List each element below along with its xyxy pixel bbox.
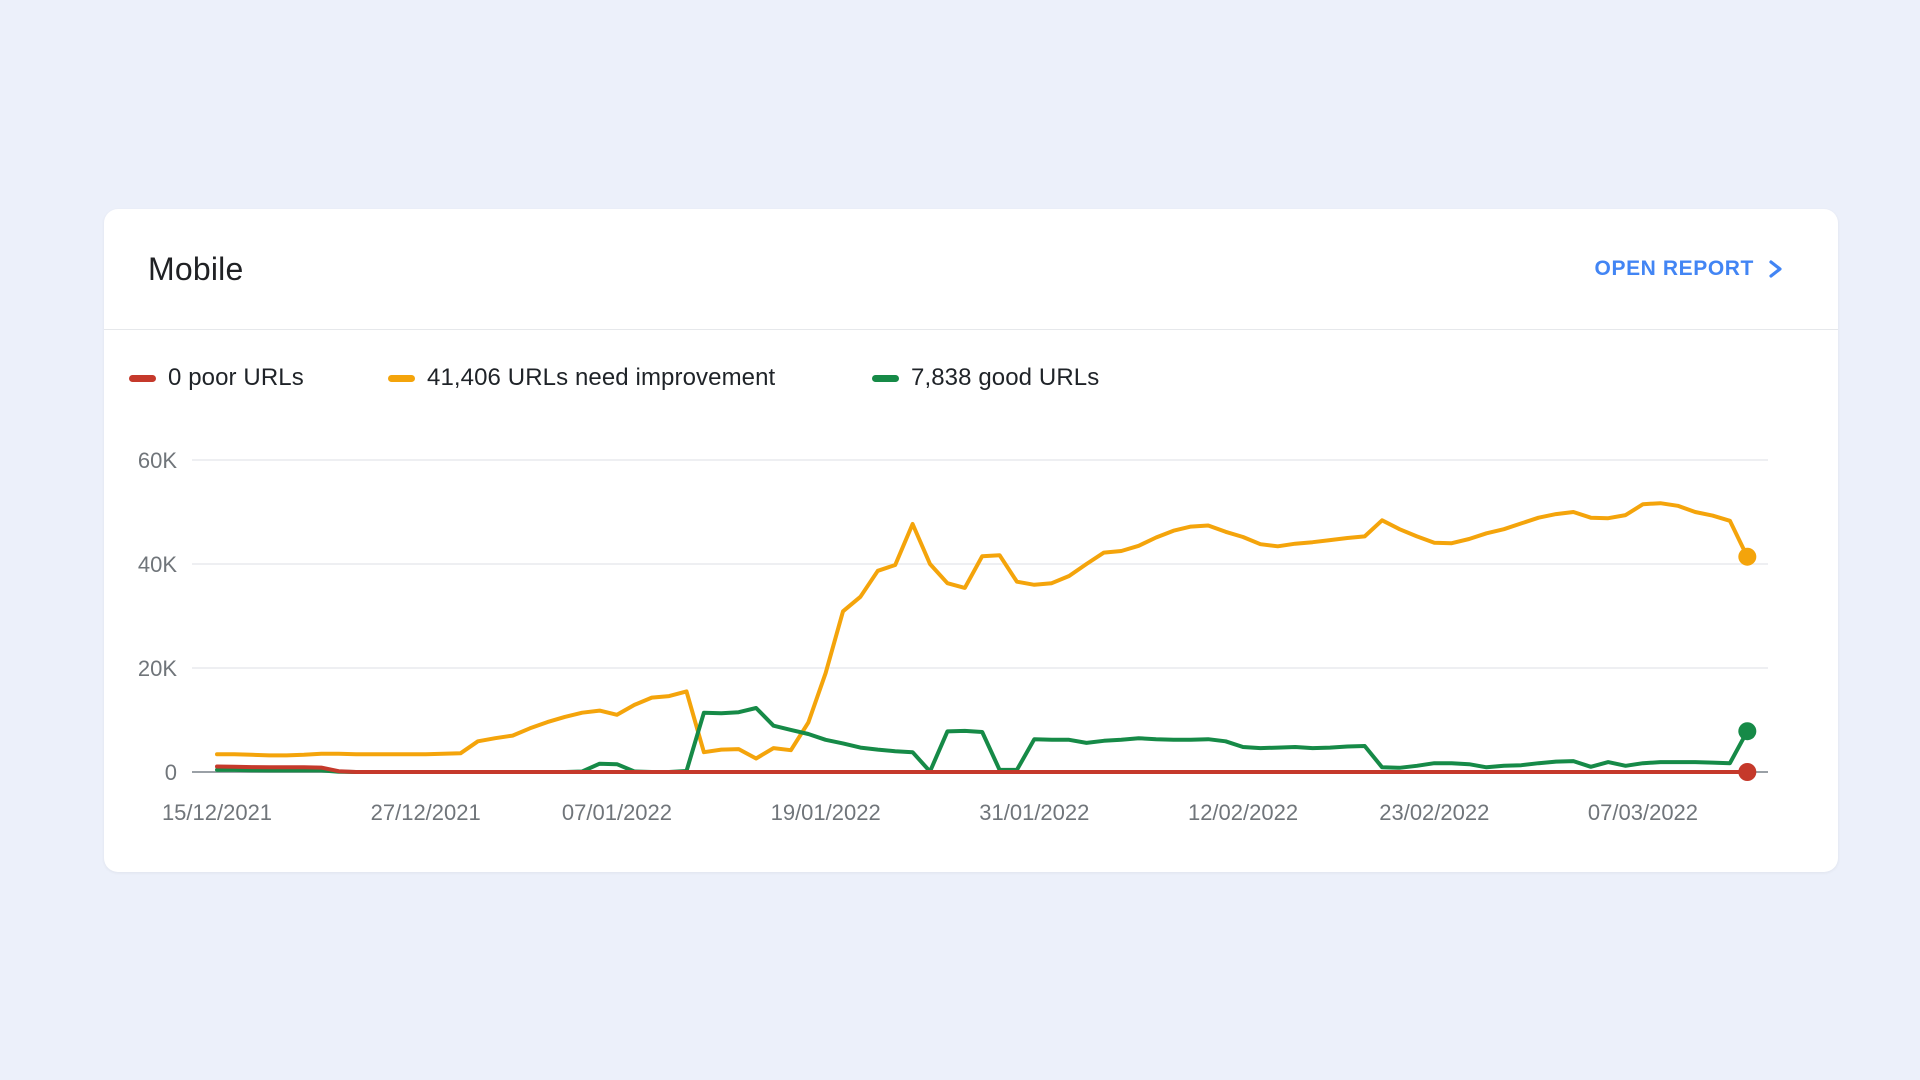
open-report-link[interactable]: OPEN REPORT [1595, 257, 1784, 281]
svg-text:07/03/2022: 07/03/2022 [1588, 800, 1698, 825]
legend-item-need-improvement-urls: 41,406 URLs need improvement [388, 363, 775, 393]
mobile-core-web-vitals-card: Mobile OPEN REPORT 0 poor URLs 41,406 UR… [104, 209, 1838, 872]
svg-text:31/01/2022: 31/01/2022 [979, 800, 1089, 825]
legend-item-poor-urls: 0 poor URLs [129, 363, 304, 393]
svg-text:12/02/2022: 12/02/2022 [1188, 800, 1298, 825]
svg-text:07/01/2022: 07/01/2022 [562, 800, 672, 825]
legend-label-need-improvement-urls: 41,406 URLs need improvement [427, 364, 776, 391]
svg-text:27/12/2021: 27/12/2021 [371, 800, 481, 825]
legend-dash-good-icon [872, 375, 899, 382]
svg-text:19/01/2022: 19/01/2022 [771, 800, 881, 825]
legend-label-good-urls: 7,838 good URLs [911, 364, 1100, 391]
card-title: Mobile [148, 250, 244, 287]
chevron-right-icon [1769, 260, 1782, 278]
svg-text:23/02/2022: 23/02/2022 [1379, 800, 1489, 825]
legend-label-poor-urls: 0 poor URLs [168, 364, 304, 391]
legend-dash-need-improvement-icon [388, 375, 415, 382]
svg-text:0: 0 [165, 760, 177, 785]
svg-text:20K: 20K [138, 656, 177, 681]
cwv-line-chart[interactable]: 0 20K 40K 60K 15/12/2021 27/12/2021 07/01/2022… [104, 209, 1838, 872]
open-report-label: OPEN REPORT [1594, 257, 1754, 280]
svg-text:15/12/2021: 15/12/2021 [162, 800, 272, 825]
svg-text:40K: 40K [138, 552, 177, 577]
svg-text:60K: 60K [138, 448, 177, 473]
legend-dash-poor-icon [129, 375, 156, 382]
legend-item-good-urls: 7,838 good URLs [872, 363, 1099, 393]
card-header: Mobile OPEN REPORT [104, 209, 1838, 330]
